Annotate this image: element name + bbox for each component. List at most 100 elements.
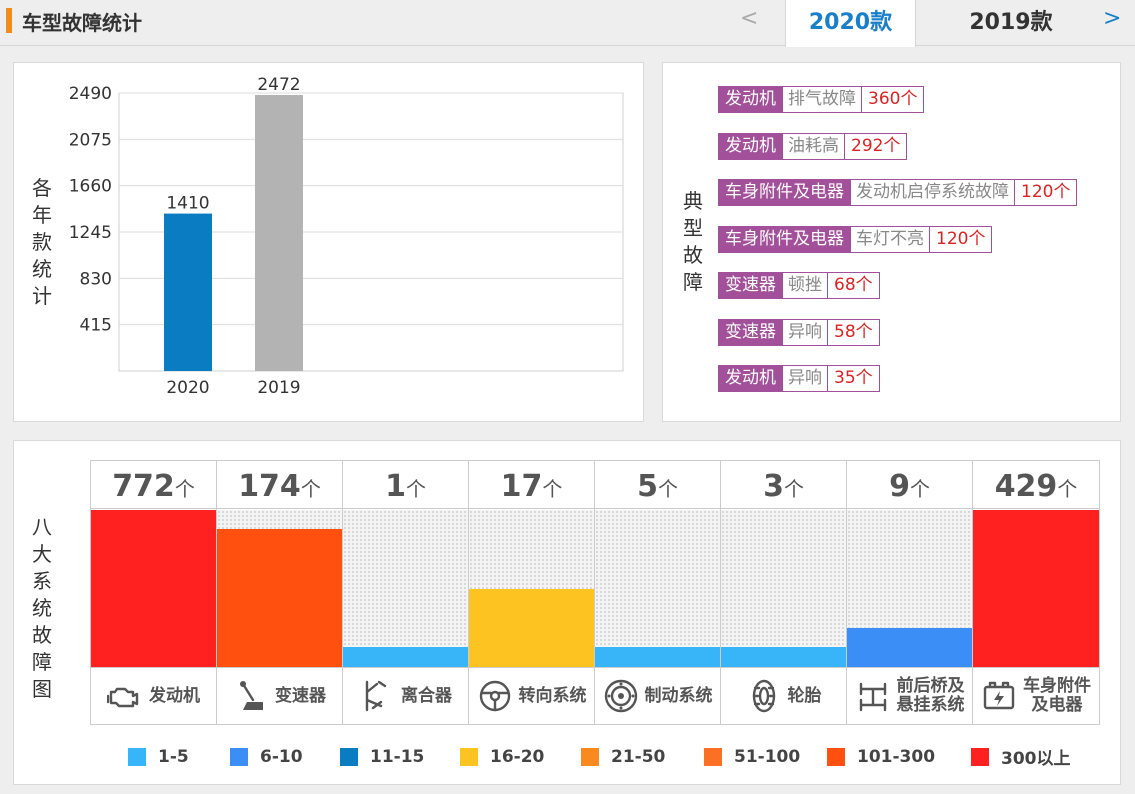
bar-value-label: 2472 — [257, 75, 300, 95]
label-char: 系 — [32, 569, 52, 593]
fault-count: 292个 — [845, 133, 908, 160]
y-tick-label: 415 — [80, 316, 112, 336]
page-title: 车型故障统计 — [22, 11, 142, 35]
legend-item: 21-50 — [581, 744, 704, 769]
legend-label: 1-5 — [158, 746, 189, 767]
system-count: 174个 — [217, 461, 342, 509]
legend-swatch — [827, 747, 845, 766]
title-accent-bar — [6, 8, 12, 33]
legend-label: 300以上 — [1001, 749, 1071, 769]
system-bar-area — [847, 510, 972, 667]
system-column[interactable]: 17个转向系统 — [469, 461, 595, 724]
system-grid: 772个 发动机 174个 变速器 1个 离合器 17个 转向系统 5个 制动系统 3个 轮胎 9个 前后… — [90, 460, 1100, 725]
legend-item: 1-5 — [128, 744, 230, 769]
system-bar-area — [469, 510, 594, 667]
system-column[interactable]: 3个 轮胎 — [721, 461, 847, 724]
next-arrow-icon[interactable]: > — [1103, 6, 1122, 31]
fault-item[interactable]: 车身附件及电器 车灯不亮 120个 — [718, 226, 993, 253]
system-column[interactable]: 1个 离合器 — [343, 461, 469, 724]
system-count-unit: 个 — [909, 477, 930, 501]
legend-item: 51-100 — [704, 744, 827, 769]
header: 车型故障统计 < 2020款 2019款 > — [0, 0, 1135, 47]
system-label: 制动系统 — [595, 667, 720, 724]
legend-swatch — [128, 747, 146, 766]
typical-faults-panel: 典 型 故 障 发动机 排气故障 360个 发动机 油耗高 292个 车身附件及… — [662, 62, 1121, 422]
steering-wheel-icon — [477, 678, 513, 714]
system-name-line: 前后桥及 — [896, 676, 965, 696]
x-tick-label: 2020 — [166, 378, 209, 398]
fault-system: 变速器 — [718, 319, 783, 346]
system-name: 离合器 — [401, 686, 452, 706]
system-name-line: 转向系统 — [518, 685, 587, 706]
engine-icon — [106, 678, 143, 714]
fault-description: 异响 — [783, 319, 828, 346]
typical-faults-label: 典 型 故 障 — [682, 188, 704, 296]
system-count-number: 174 — [238, 469, 301, 504]
legend-label: 16-20 — [490, 746, 545, 767]
system-count: 772个 — [91, 461, 216, 509]
legend-label: 6-10 — [260, 746, 303, 767]
fault-description: 车灯不亮 — [851, 226, 930, 253]
system-column[interactable]: 5个制动系统 — [595, 461, 721, 724]
system-column[interactable]: 429个车身附件 及电器 — [973, 461, 1099, 724]
fault-system: 发动机 — [718, 133, 783, 160]
fault-system: 变速器 — [718, 272, 783, 299]
fault-item[interactable]: 发动机 油耗高 292个 — [718, 133, 908, 160]
fault-item[interactable]: 发动机 排气故障 360个 — [718, 86, 925, 113]
system-count-unit: 个 — [300, 477, 321, 501]
system-name: 前后桥及 悬挂系统 — [897, 677, 965, 715]
fault-system: 发动机 — [718, 86, 783, 113]
y-tick-label: 2075 — [69, 130, 112, 150]
fault-count: 68个 — [828, 272, 880, 299]
brake-disc-icon — [603, 678, 639, 714]
system-name-line: 制动系统 — [644, 685, 713, 706]
system-bar-area — [217, 510, 342, 667]
legend-item: 16-20 — [460, 744, 581, 769]
bar-2020 — [164, 213, 212, 371]
y-tick-label: 2490 — [69, 84, 112, 104]
system-count-unit: 个 — [405, 477, 426, 501]
system-name-line: 及电器 — [1031, 695, 1083, 715]
label-char: 各 — [32, 176, 52, 200]
fault-count: 120个 — [1015, 179, 1078, 206]
system-name: 变速器 — [275, 686, 326, 706]
system-count-number: 5 — [637, 469, 658, 504]
system-count-unit: 个 — [542, 477, 563, 501]
system-name-line: 悬挂系统 — [896, 695, 965, 715]
fault-count: 360个 — [862, 86, 925, 113]
fault-system: 车身附件及电器 — [718, 179, 851, 206]
system-bar-area — [595, 510, 720, 667]
system-bar-fill — [847, 627, 972, 667]
system-column[interactable]: 772个发动机 — [91, 461, 217, 724]
fault-item[interactable]: 变速器 异响 58个 — [718, 319, 880, 346]
system-column[interactable]: 174个变速器 — [217, 461, 343, 724]
tab-2020[interactable]: 2020款 — [785, 0, 916, 47]
fault-description: 异响 — [783, 365, 828, 392]
fault-item[interactable]: 发动机 异响 35个 — [718, 365, 880, 392]
fault-count: 120个 — [930, 226, 993, 253]
system-bar-fill — [469, 588, 594, 667]
system-label: 车身附件 及电器 — [973, 667, 1099, 724]
system-name: 制动系统 — [644, 685, 713, 706]
system-count: 17个 — [469, 461, 594, 509]
system-column[interactable]: 9个前后桥及 悬挂系统 — [847, 461, 973, 724]
system-name: 轮胎 — [788, 686, 822, 706]
fault-item[interactable]: 变速器 顿挫 68个 — [718, 272, 880, 299]
system-name: 发动机 — [149, 685, 200, 706]
system-count-number: 9 — [889, 469, 910, 504]
eight-systems-panel: 八 大 系 统 故 障 图 772个 发动机 174个 变速器 1个 离合器 17个 转向系统… — [13, 440, 1121, 785]
system-name-line: 发动机 — [149, 685, 200, 706]
axle-suspension-icon — [855, 678, 891, 714]
system-bar-area — [343, 510, 468, 667]
system-name: 转向系统 — [518, 685, 587, 706]
system-count: 5个 — [595, 461, 720, 509]
fault-item[interactable]: 车身附件及电器 发动机启停系统故障 120个 — [718, 179, 1078, 206]
legend-label: 11-15 — [370, 746, 425, 767]
system-bar-fill — [217, 528, 342, 667]
system-count: 429个 — [973, 461, 1099, 509]
legend-item: 101-300 — [827, 744, 971, 769]
prev-arrow-icon[interactable]: < — [740, 6, 759, 31]
gear-shift-icon — [233, 678, 269, 714]
label-char: 典 — [683, 189, 703, 213]
tab-2019[interactable]: 2019款 — [969, 10, 1053, 35]
